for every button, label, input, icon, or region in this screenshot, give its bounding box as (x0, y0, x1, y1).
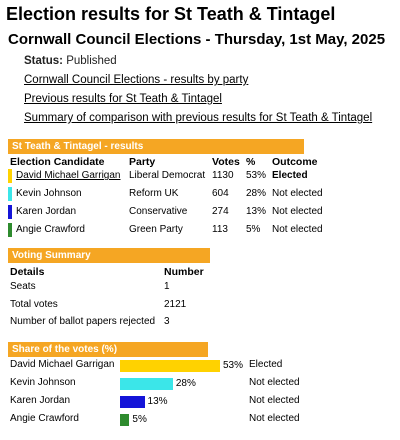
page-title: Election results for St Teath & Tintagel (6, 4, 336, 24)
col-number: Number (164, 266, 204, 278)
candidate-pct: 5% (246, 224, 261, 235)
candidate-name[interactable]: David Michael Garrigan (16, 170, 121, 181)
candidate-outcome: Not elected (272, 224, 323, 235)
party-color-marker (8, 169, 12, 183)
status-line: Status: Published (24, 55, 117, 67)
page-subtitle: Cornwall Council Elections - Thursday, 1… (8, 31, 386, 48)
party-color-marker (8, 187, 12, 201)
col-party: Party (129, 156, 156, 168)
party-color-marker (8, 223, 12, 237)
status-label: Status: (24, 55, 63, 67)
summary-value-rejected: 3 (164, 316, 170, 327)
share-bar (120, 378, 173, 390)
share-outcome: Not elected (249, 377, 300, 388)
candidate-outcome: Not elected (272, 206, 323, 217)
candidate-votes: 113 (212, 224, 228, 235)
share-bar (120, 396, 145, 408)
candidate-outcome: Elected (272, 170, 308, 181)
col-pct: % (246, 156, 256, 168)
candidate-votes: 604 (212, 188, 229, 199)
candidate-party: Reform UK (129, 188, 179, 199)
share-bar (120, 414, 130, 426)
share-candidate-label: David Michael Garrigan (10, 359, 115, 370)
candidate-votes: 274 (212, 206, 229, 217)
candidate-pct: 28% (246, 188, 267, 199)
candidate-party: Conservative (129, 206, 188, 217)
summary-label-rejected: Number of ballot papers rejected (10, 316, 156, 327)
candidate-pct: 53% (246, 170, 267, 181)
party-color-marker (8, 205, 12, 219)
status-value: Published (66, 55, 117, 67)
share-outcome: Not elected (249, 395, 300, 406)
candidate-votes: 1130 (212, 170, 234, 181)
share-candidate-label: Karen Jordan (10, 395, 71, 406)
summary-label-total-votes: Total votes (10, 299, 58, 310)
col-candidate: Election Candidate (10, 156, 105, 168)
link-comparison-summary[interactable]: Summary of comparison with previous resu… (24, 112, 373, 124)
candidate-name: Angie Crawford (16, 224, 85, 235)
share-bar-value: 28% (175, 378, 196, 389)
share-candidate-label: Angie Crawford (10, 413, 79, 424)
share-bar (120, 360, 220, 372)
share-outcome: Elected (249, 359, 283, 370)
link-results-by-party[interactable]: Cornwall Council Elections - results by … (24, 74, 249, 86)
summary-value-total-votes: 2121 (164, 299, 187, 310)
link-previous-results[interactable]: Previous results for St Teath & Tintagel (24, 93, 222, 105)
summary-label-seats: Seats (10, 281, 36, 292)
candidate-outcome: Not elected (272, 188, 323, 199)
voting-summary-heading: Voting Summary (8, 248, 210, 263)
share-candidate-label: Kevin Johnson (10, 377, 76, 388)
candidate-party: Liberal Democrat (129, 170, 206, 181)
share-bar-value: 53% (223, 360, 244, 371)
share-heading: Share of the votes (%) (8, 342, 208, 357)
results-heading: St Teath & Tintagel - results (8, 139, 304, 154)
summary-value-seats: 1 (164, 281, 170, 292)
col-details: Details (10, 266, 45, 278)
share-outcome: Not elected (249, 413, 300, 424)
share-bar-value: 5% (132, 414, 147, 425)
candidate-name: Kevin Johnson (16, 188, 82, 199)
col-outcome: Outcome (272, 156, 318, 168)
candidate-party: Green Party (129, 224, 183, 235)
share-bar-value: 13% (147, 396, 168, 407)
col-votes: Votes (212, 156, 240, 168)
candidate-name: Karen Jordan (16, 206, 77, 217)
candidate-pct: 13% (246, 206, 267, 217)
